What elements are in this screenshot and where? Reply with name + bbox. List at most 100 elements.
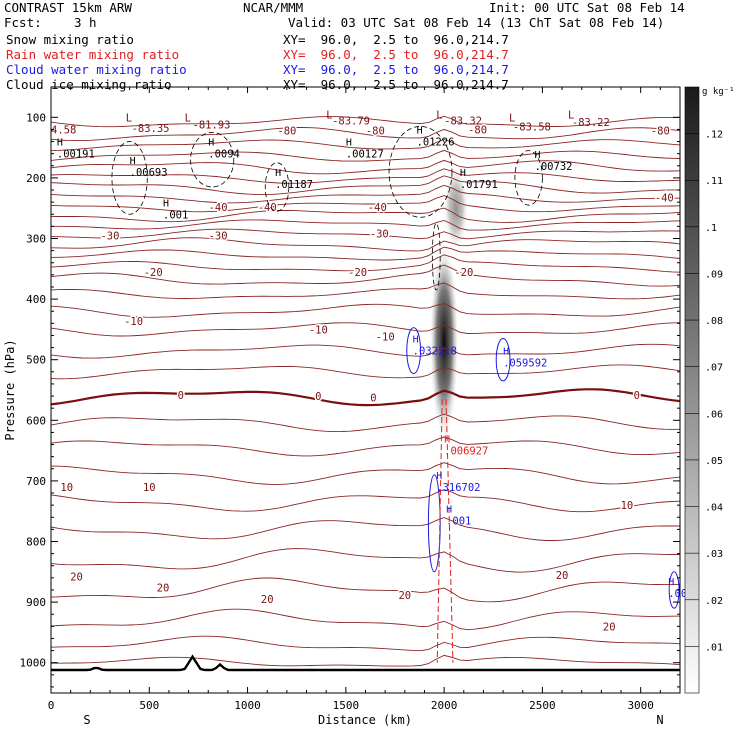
colorbar-tick-label: .02 <box>705 596 723 607</box>
isotherm-line <box>51 254 680 273</box>
y-tick-label: 900 <box>26 596 46 609</box>
y-axis-label: Pressure (hPa) <box>3 339 17 440</box>
fcst-label: Fcst: <box>4 15 42 30</box>
isotherm-line <box>51 388 680 407</box>
isotherm-label: 10 <box>143 482 156 494</box>
field-label-snow: Snow mixing ratio <box>6 32 134 47</box>
fcst-value: 3 h <box>74 15 97 30</box>
isotherm-line <box>51 436 680 457</box>
isotherm-label: 0 <box>370 392 376 404</box>
colorbar-tick-label: .06 <box>705 409 723 420</box>
isotherm-line <box>51 343 680 359</box>
colorbar-tick-label: .04 <box>705 503 723 514</box>
colorbar-tick-label: .11 <box>705 176 723 187</box>
cloud-water-contour <box>495 337 511 382</box>
x-axis-label: Distance (km) <box>318 713 412 727</box>
isotherm-line <box>51 228 680 240</box>
snow-ice-max-label: .001 <box>163 209 188 221</box>
low-label: L <box>326 109 332 121</box>
isotherm-label: -10 <box>309 324 328 336</box>
isotherm-label: 10 <box>60 482 73 494</box>
max-h-marker: H <box>130 156 136 167</box>
isotherm-line <box>51 489 680 513</box>
isotherm-label: -40 <box>368 202 387 214</box>
isotherm-label: 0 <box>634 390 640 402</box>
isotherm-line <box>51 548 680 573</box>
field-xy-cloud-water: XY= 96.0, 2.5 to 96.0,214.7 <box>283 62 509 77</box>
terrain-profile <box>51 654 680 672</box>
isotherm-label: 10 <box>621 500 634 512</box>
y-tick-label: 500 <box>26 354 46 367</box>
isotherm-label: -20 <box>454 267 473 279</box>
isotherm-label: -80 <box>651 126 670 138</box>
snow-ice-max-label: .00732 <box>535 161 573 173</box>
x-tick-label: 500 <box>139 699 159 712</box>
colorbar: g kg⁻¹ .01 .02 .03 .04 .05 .06 .07 .08 .09 .1 .11.… <box>684 86 735 694</box>
colorbar-tick-label: .12 <box>705 130 723 141</box>
colorbar-fill <box>684 86 700 694</box>
cloud-water-max-label: .001 <box>446 515 471 527</box>
isotherm-line <box>51 303 680 318</box>
colorbar-tick-label: .09 <box>705 269 723 280</box>
colorbar-tick-label: .01 <box>705 642 723 653</box>
isotherm-line <box>51 608 680 631</box>
isotherm-line <box>51 264 680 287</box>
field-xy-snow: XY= 96.0, 2.5 to 96.0,214.7 <box>283 32 509 47</box>
snow-ice-max-label: .01187 <box>275 179 313 191</box>
isotherm-label: -40 <box>209 202 228 214</box>
isotherm-label: -10 <box>124 316 143 328</box>
snow-ice-max-label: .0094 <box>208 149 240 161</box>
ice-contour <box>431 222 441 291</box>
colorbar-tick-label: .03 <box>705 549 723 560</box>
isotherm-label: 20 <box>70 572 83 584</box>
isotherm-line <box>51 364 680 380</box>
field-label-cloud-ice: Cloud ice mixing ratio <box>6 77 172 92</box>
low-label: -83.35 <box>132 123 170 135</box>
ice-contour <box>190 132 235 188</box>
isotherm-line <box>51 115 680 128</box>
isotherm-label: 0 <box>315 391 321 403</box>
max-h-marker: H <box>346 138 352 149</box>
y-tick-label: 1000 <box>20 657 47 670</box>
max-h-marker: H <box>57 138 63 149</box>
low-label: L <box>509 112 515 124</box>
isotherm-line <box>51 237 680 252</box>
isotherm-line <box>51 159 680 175</box>
snow-ice-max-label: .01791 <box>460 179 498 191</box>
x-tick-label: 1500 <box>333 699 360 712</box>
isotherm-line <box>51 322 680 337</box>
snow-ice-max-label: .00127 <box>346 149 384 161</box>
isotherm-label: 0 <box>178 390 184 402</box>
ice-contours <box>111 125 543 291</box>
max-h-marker: H <box>503 347 509 358</box>
field-label-cloud-water: Cloud water mixing ratio <box>6 62 187 77</box>
isotherm-label: -20 <box>348 267 367 279</box>
model-title: CONTRAST 15km ARW <box>4 0 132 15</box>
field-label-rain: Rain water mixing ratio <box>6 47 180 62</box>
low-label: 4.58 <box>51 124 76 136</box>
rain-contours <box>436 399 454 663</box>
ice-contour <box>514 150 543 206</box>
y-tick-label: 300 <box>26 233 46 246</box>
low-label: L <box>126 112 132 124</box>
low-label: L <box>185 112 191 124</box>
init-time: Init: 00 UTC Sat 08 Feb 14 <box>489 0 685 15</box>
isotherm-line <box>51 149 680 162</box>
snow-ice-max-label: .00191 <box>57 149 95 161</box>
isotherm-label: -40 <box>258 202 277 214</box>
max-h-marker: H <box>446 504 452 515</box>
isotherm-label: 20 <box>157 583 170 595</box>
isotherm-label: -30 <box>100 230 119 242</box>
isotherm-label: -80 <box>277 126 296 138</box>
max-h-marker: H <box>444 435 450 446</box>
isotherm-line <box>51 219 680 231</box>
y-tick-label: 400 <box>26 293 46 306</box>
center-name: NCAR/MMM <box>243 0 304 15</box>
isotherm-label: 20 <box>261 594 274 606</box>
left-end-label: S <box>83 713 90 727</box>
colorbar-tick-label: .07 <box>705 363 723 374</box>
isotherm-label: -40 <box>655 192 674 204</box>
low-label: -83.79 <box>332 115 370 127</box>
isotherm-line <box>51 175 680 196</box>
